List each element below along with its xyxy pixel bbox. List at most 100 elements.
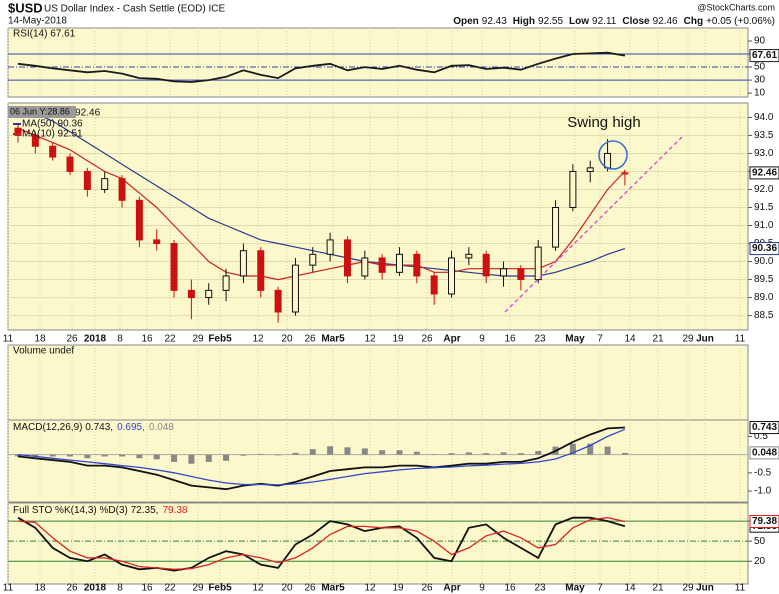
histogram-bar xyxy=(257,453,264,455)
y-tick-label: 20 xyxy=(754,556,766,567)
quote-label: Low xyxy=(569,16,589,27)
quote-value: +0.05 (+0.06%) xyxy=(706,16,775,27)
indicator-line xyxy=(17,516,626,572)
histogram-bar xyxy=(292,452,299,455)
date-label: 12 xyxy=(252,583,264,594)
indicator-line xyxy=(17,51,626,83)
panel xyxy=(7,502,749,585)
annotation: Swing high xyxy=(567,114,640,131)
date-label: 2018 xyxy=(84,334,107,345)
value-label: 79.38 xyxy=(752,516,777,527)
value-box xyxy=(749,166,779,180)
y-tick-label: 0.5 xyxy=(754,431,768,442)
date-label: 12 xyxy=(364,334,376,345)
histogram-bar xyxy=(67,454,74,457)
histogram-bar xyxy=(535,450,542,455)
candle-body xyxy=(569,170,577,208)
histogram-bar xyxy=(171,454,178,462)
histogram-bar xyxy=(448,453,455,455)
y-tick-label: 91.5 xyxy=(754,202,774,213)
date-label: May xyxy=(565,334,585,345)
histogram-bar xyxy=(223,454,230,461)
panel xyxy=(7,344,749,421)
candle-body xyxy=(49,145,57,158)
date-label: 22 xyxy=(164,334,176,345)
source: @StockCharts.com xyxy=(697,2,775,12)
candle-body xyxy=(361,257,369,277)
date-label: Apr xyxy=(443,334,460,345)
date-label: Apr xyxy=(443,583,460,594)
cursor-box xyxy=(8,106,76,118)
histogram-bar xyxy=(309,449,316,455)
date-label: 7 xyxy=(597,334,603,345)
date-label: 21 xyxy=(652,334,664,345)
histogram-bar xyxy=(275,454,282,456)
candle-body xyxy=(552,206,560,248)
date-label: 12 xyxy=(252,334,264,345)
date-label: 16 xyxy=(504,583,516,594)
date-label: 26 xyxy=(66,334,78,345)
value-label: 0.743 xyxy=(752,422,777,433)
value-label: 92.46 xyxy=(752,168,777,179)
candle-body xyxy=(413,253,421,277)
candle-body xyxy=(465,253,473,259)
candle-body xyxy=(66,156,74,172)
y-tick-label: 50 xyxy=(754,62,766,73)
panel-label: Full STO %K(14,3) %D(3) 72.35, 79.38 xyxy=(13,505,188,516)
date-label: Mar5 xyxy=(321,583,345,594)
histogram-bar xyxy=(396,450,403,455)
date-label: 19 xyxy=(392,334,404,345)
value-box xyxy=(749,242,779,256)
candle-body xyxy=(343,239,351,277)
candle-body xyxy=(257,250,265,291)
candle-body xyxy=(14,127,22,136)
chart-date: 14-May-2018 xyxy=(8,16,67,27)
date-label: 11 xyxy=(3,583,14,594)
histogram-bar xyxy=(465,452,472,455)
legend-entry: MA(50) 90.36 xyxy=(22,119,83,130)
date-label: 26 xyxy=(304,334,316,345)
date-label: Jun xyxy=(696,583,714,594)
candle-body xyxy=(135,199,143,241)
candle-body xyxy=(378,257,386,273)
date-label: Feb5 xyxy=(208,583,232,594)
candle-body xyxy=(118,178,126,201)
panel-label: MACD(12,26,9) 0.743, 0.695, 0.048 xyxy=(13,422,174,433)
date-label: 11 xyxy=(3,334,14,345)
candle-body xyxy=(101,178,109,190)
value-label: 0.048 xyxy=(752,448,777,459)
histogram-bar xyxy=(587,443,594,455)
histogram-bar xyxy=(188,454,195,464)
cursor-label: 06 Jun Y:28.86 xyxy=(10,106,70,116)
date-label: 23 xyxy=(534,583,546,594)
date-label: 26 xyxy=(304,583,316,594)
histogram-bar xyxy=(101,454,108,457)
date-label: 29 xyxy=(682,334,694,345)
histogram-bar xyxy=(32,454,39,457)
candle-body xyxy=(517,268,525,281)
date-label: 29 xyxy=(192,583,204,594)
date-label: 14 xyxy=(624,334,636,345)
indicator-line xyxy=(17,426,625,491)
symbol: $USD xyxy=(8,0,43,15)
y-tick-label: 89.5 xyxy=(754,274,774,285)
y-tick-label: 91.0 xyxy=(754,220,774,231)
histogram-bar xyxy=(483,453,490,455)
histogram-bar xyxy=(361,448,368,455)
date-label: 19 xyxy=(392,583,404,594)
histogram-bar xyxy=(84,454,91,459)
quote-label: Open xyxy=(453,16,479,27)
date-label: 23 xyxy=(534,334,546,345)
quote-value: 92.43 xyxy=(482,16,507,27)
histogram-bar xyxy=(379,450,386,455)
date-label: 11 xyxy=(735,583,746,594)
indicator-line xyxy=(17,517,626,570)
date-label: 20 xyxy=(281,583,293,594)
y-tick-label: 90.0 xyxy=(754,256,774,267)
histogram-bar xyxy=(327,446,334,455)
histogram-bar xyxy=(49,454,56,457)
quote-value: 92.11 xyxy=(592,16,617,27)
date-label: 26 xyxy=(66,583,78,594)
y-tick-label: -1.0 xyxy=(754,486,772,497)
instrument-name: US Dollar Index - Cash Settle (EOD) ICE xyxy=(44,4,225,15)
